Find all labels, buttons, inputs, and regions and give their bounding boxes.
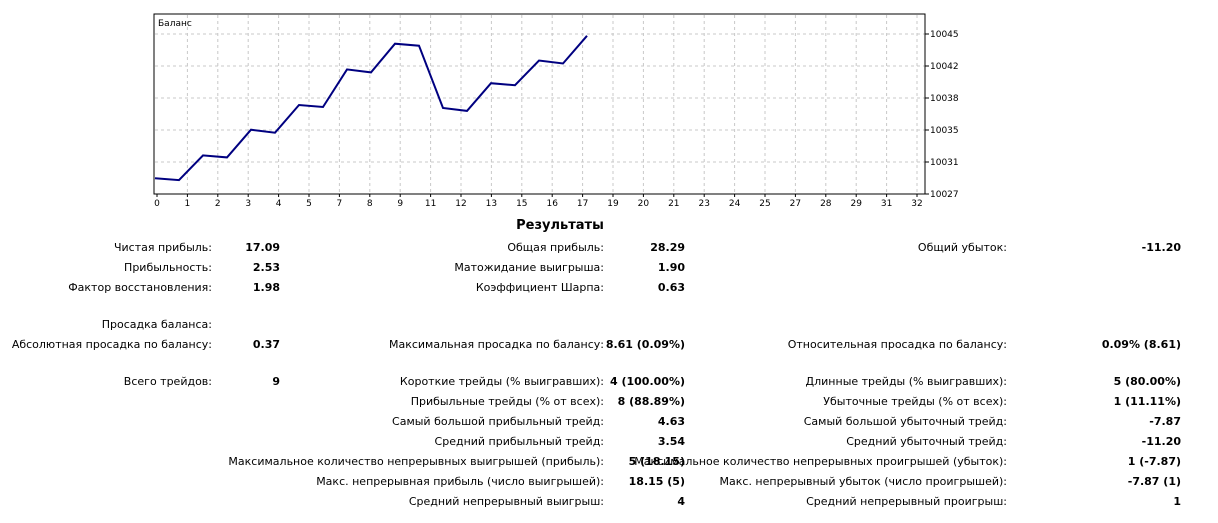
- x-tick-label: 2: [215, 199, 221, 209]
- y-tick-label: 10045: [930, 30, 959, 40]
- stat-value: 5 (80.00%): [1113, 375, 1181, 388]
- stat-value: 9: [272, 375, 280, 388]
- chart-title: Баланс: [158, 19, 192, 29]
- stat-value: 28.29: [650, 241, 685, 254]
- stat-value: 0.37: [252, 338, 280, 351]
- stat-value: 3.54: [657, 435, 685, 448]
- stat-label: Самый большой убыточный трейд:: [803, 415, 1007, 428]
- stat-label: Всего трейдов:: [123, 375, 212, 388]
- balance-series: [154, 35, 588, 182]
- chart-frame: [153, 13, 926, 195]
- stat-value: 1.98: [252, 281, 280, 294]
- stat-value: 17.09: [245, 241, 280, 254]
- stat-label: Средний непрерывный проигрыш:: [806, 495, 1007, 508]
- stat-value: 5 (18.15): [628, 455, 685, 468]
- stat-label: Макс. непрерывный убыток (число проигрыш…: [719, 475, 1007, 488]
- stat-value: 8 (88.89%): [617, 395, 685, 408]
- x-tick-label: 3: [245, 199, 251, 209]
- x-tick-label: 16: [546, 199, 558, 209]
- stat-label: Просадка баланса:: [101, 318, 212, 331]
- x-tick-label: 31: [881, 199, 892, 209]
- stat-value: 1: [1173, 495, 1181, 508]
- x-tick-label: 24: [729, 199, 741, 209]
- stat-value: 18.15 (5): [628, 475, 685, 488]
- stat-value: -7.87: [1149, 415, 1181, 428]
- stat-label: Общий убыток:: [917, 241, 1007, 254]
- x-tick-label: 1: [185, 199, 191, 209]
- y-tick-label: 10038: [930, 94, 959, 104]
- x-tick-label: 29: [850, 199, 862, 209]
- x-tick-label: 7: [337, 199, 343, 209]
- x-tick-label: 27: [790, 199, 801, 209]
- y-tick-label: 10031: [930, 158, 959, 168]
- stat-value: 0.09% (8.61): [1101, 338, 1181, 351]
- stat-label: Матожидание выигрыша:: [454, 261, 604, 274]
- x-tick-label: 12: [455, 199, 466, 209]
- stat-value: 4.63: [657, 415, 685, 428]
- x-tick-label: 11: [425, 199, 436, 209]
- stat-label: Макс. непрерывная прибыль (число выигрыш…: [316, 475, 604, 488]
- stat-value: 4: [677, 495, 685, 508]
- stat-value: 1 (11.11%): [1113, 395, 1181, 408]
- stat-value: 1 (-7.87): [1127, 455, 1181, 468]
- stat-label: Относительная просадка по балансу:: [787, 338, 1007, 351]
- stat-value: 0.63: [657, 281, 685, 294]
- x-tick-label: 4: [276, 199, 282, 209]
- x-axis-ticks: 0 1 2 3 4 5 7 8 9 11 12 13 15 16 17 19 20 21 23 24 25 27 28 29 3…: [154, 194, 923, 209]
- stat-label: Убыточные трейды (% от всех):: [823, 395, 1007, 408]
- stat-label: Фактор восстановления:: [68, 281, 212, 294]
- stat-value: -11.20: [1141, 241, 1181, 254]
- results-title: Результаты: [516, 218, 604, 233]
- x-tick-label: 9: [397, 199, 403, 209]
- stat-label: Прибыльные трейды (% от всех):: [410, 395, 604, 408]
- stat-label: Средний убыточный трейд:: [846, 435, 1007, 448]
- x-tick-label: 13: [486, 199, 497, 209]
- stat-label: Чистая прибыль:: [113, 241, 212, 254]
- x-tick-label: 32: [911, 199, 922, 209]
- stat-label: Средний прибыльный трейд:: [434, 435, 604, 448]
- stat-label: Максимальное количество непрерывных прои…: [634, 455, 1007, 468]
- stat-value: 4 (100.00%): [609, 375, 685, 388]
- y-tick-label: 10042: [930, 62, 959, 72]
- stat-value: 2.53: [252, 261, 280, 274]
- stat-label: Максимальное количество непрерывных выиг…: [228, 455, 604, 468]
- stat-value: 1.90: [657, 261, 685, 274]
- stat-value: -11.20: [1141, 435, 1181, 448]
- stat-label: Абсолютная просадка по балансу:: [11, 338, 212, 351]
- x-tick-label: 15: [516, 199, 527, 209]
- y-tick-label: 10027: [930, 190, 959, 200]
- x-tick-label: 21: [668, 199, 679, 209]
- stat-label: Прибыльность:: [124, 261, 212, 274]
- stat-label: Средний непрерывный выигрыш:: [408, 495, 604, 508]
- stat-label: Общая прибыль:: [507, 241, 604, 254]
- stat-value: -7.87 (1): [1127, 475, 1181, 488]
- stat-label: Длинные трейды (% выигравших):: [805, 375, 1007, 388]
- x-tick-label: 28: [820, 199, 832, 209]
- x-tick-label: 25: [759, 199, 770, 209]
- balance-chart: Баланс 10045 10042 10038 10035 10031 10027 0 1…: [153, 13, 959, 209]
- x-tick-label: 19: [607, 199, 619, 209]
- stat-label: Максимальная просадка по балансу:: [388, 338, 604, 351]
- x-tick-label: 17: [577, 199, 588, 209]
- stat-value: 8.61 (0.09%): [605, 338, 685, 351]
- y-tick-label: 10035: [930, 126, 959, 136]
- stat-label: Коэффициент Шарпа:: [475, 281, 604, 294]
- stat-label: Самый большой прибыльный трейд:: [392, 415, 604, 428]
- chart-grid: [155, 15, 925, 193]
- stat-label: Короткие трейды (% выигравших):: [399, 375, 604, 388]
- y-axis-ticks: 10045 10042 10038 10035 10031 10027: [925, 30, 959, 200]
- x-tick-label: 20: [638, 199, 650, 209]
- x-tick-label: 0: [154, 199, 160, 209]
- x-tick-label: 8: [367, 199, 373, 209]
- x-tick-label: 5: [306, 199, 312, 209]
- x-tick-label: 23: [698, 199, 709, 209]
